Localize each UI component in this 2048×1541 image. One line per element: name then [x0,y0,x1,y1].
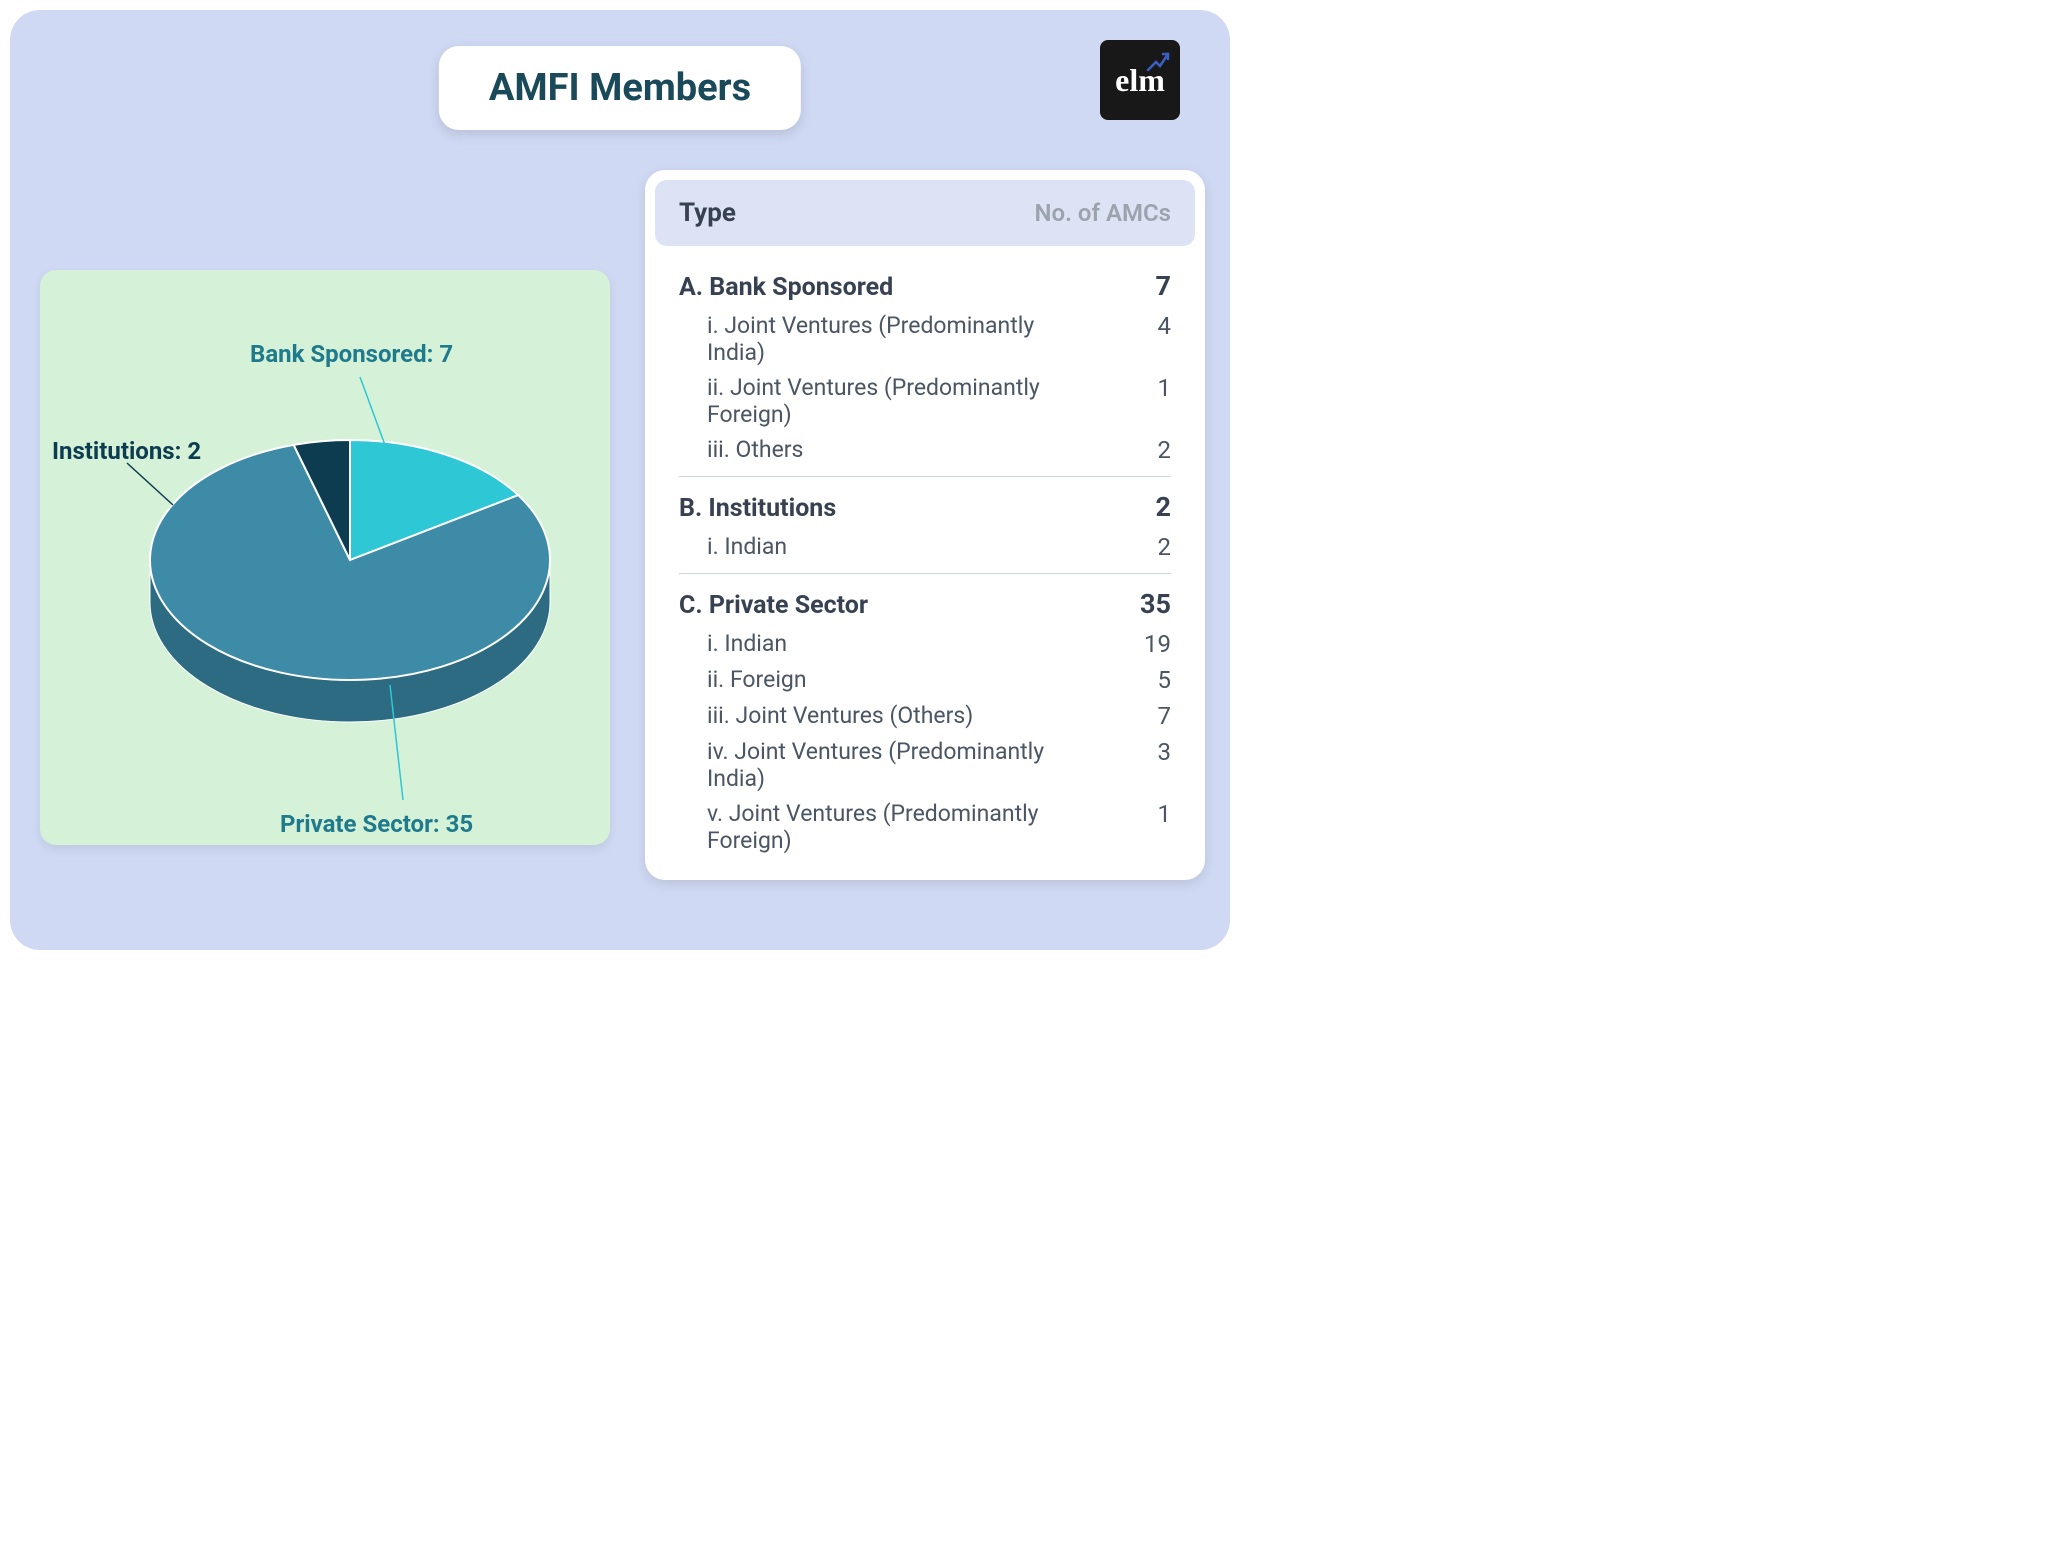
table-section-row: B. Institutions 2 [671,485,1179,529]
section-value: 7 [1156,270,1172,302]
pie-label-institutions: Institutions: 2 [52,437,201,465]
brand-logo: elm [1100,40,1180,120]
table-sub-row: ii. Joint Ventures (Predominantly Foreig… [671,370,1179,432]
sub-value: 19 [1144,630,1171,658]
arrow-up-icon [1144,48,1172,76]
table-sub-row: i. Indian 2 [671,529,1179,565]
pie-label-bank: Bank Sponsored: 7 [250,340,453,368]
table-section-row: C. Private Sector 35 [671,582,1179,626]
divider [679,476,1171,477]
sub-value: 7 [1158,702,1172,730]
sub-value: 3 [1158,738,1172,766]
section-value: 35 [1140,588,1171,620]
sub-label: iii. Others [707,436,803,463]
section-value: 2 [1156,491,1172,523]
pie-label-private: Private Sector: 35 [280,810,473,838]
sub-label: iii. Joint Ventures (Others) [707,702,973,729]
table-body: A. Bank Sponsored 7 i. Joint Ventures (Pre… [655,264,1195,870]
table-sub-row: ii. Foreign 5 [671,662,1179,698]
table-sub-row: i. Joint Ventures (Predominantly India) 4 [671,308,1179,370]
table-sub-row: iii. Others 2 [671,432,1179,468]
pie-chart: Institutions: 2 Bank Sponsored: 7 Privat… [120,405,550,745]
sub-label: iv. Joint Ventures (Predominantly India) [707,738,1087,792]
sub-label: i. Indian [707,630,787,657]
sub-label: i. Indian [707,533,787,560]
table-sub-row: iv. Joint Ventures (Predominantly India)… [671,734,1179,796]
table-sub-row: iii. Joint Ventures (Others) 7 [671,698,1179,734]
sub-label: v. Joint Ventures (Predominantly Foreign… [707,800,1087,854]
table-sub-row: v. Joint Ventures (Predominantly Foreign… [671,796,1179,858]
pie-chart-panel: Institutions: 2 Bank Sponsored: 7 Privat… [40,270,610,845]
page-title: AMFI Members [489,66,751,110]
sub-value: 5 [1158,666,1172,694]
infographic-container: AMFI Members elm Institutions: 2 Bank Sp… [10,10,1230,950]
section-label: C. Private Sector [679,591,868,620]
section-label: B. Institutions [679,494,836,523]
sub-value: 2 [1158,436,1172,464]
title-box: AMFI Members [439,46,801,130]
sub-value: 1 [1158,800,1172,828]
table-sub-row: i. Indian 19 [671,626,1179,662]
table-section-row: A. Bank Sponsored 7 [671,264,1179,308]
table-header: Type No. of AMCs [655,180,1195,246]
header-count: No. of AMCs [1035,199,1171,227]
sub-value: 1 [1158,374,1172,402]
section-label: A. Bank Sponsored [679,273,893,302]
divider [679,573,1171,574]
header-type: Type [679,198,736,228]
sub-label: ii. Joint Ventures (Predominantly Foreig… [707,374,1087,428]
sub-label: i. Joint Ventures (Predominantly India) [707,312,1087,366]
sub-value: 4 [1158,312,1172,340]
data-table-panel: Type No. of AMCs A. Bank Sponsored 7 i. Jo… [645,170,1205,880]
sub-label: ii. Foreign [707,666,807,693]
sub-value: 2 [1158,533,1172,561]
